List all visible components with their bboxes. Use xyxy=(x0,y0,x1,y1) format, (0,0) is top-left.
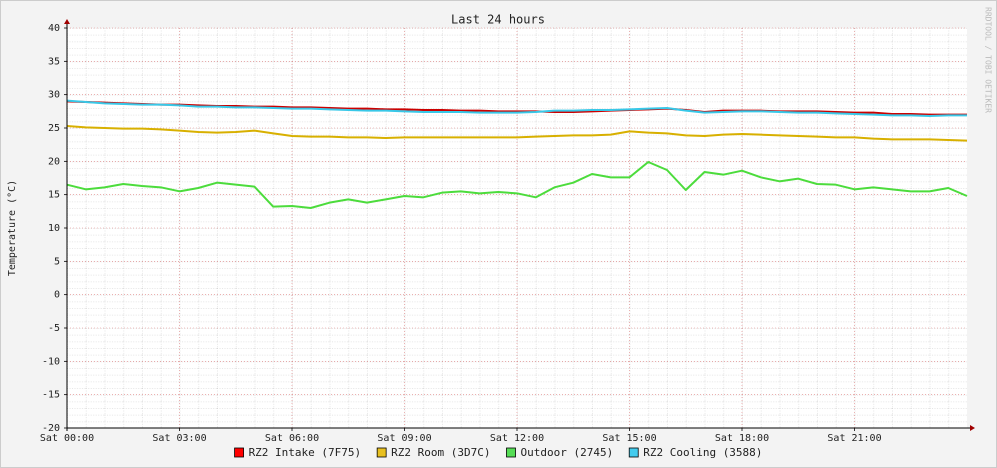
legend-swatch xyxy=(506,447,516,458)
legend-swatch xyxy=(628,447,639,458)
y-tick-label: 30 xyxy=(48,90,60,101)
x-tick-label: Sat 15:00 xyxy=(602,433,656,444)
y-tick-label: 25 xyxy=(48,123,60,134)
y-tick-label: 15 xyxy=(48,190,60,201)
y-tick-label: 20 xyxy=(48,156,60,167)
series-line xyxy=(66,99,967,117)
y-tick-label: 40 xyxy=(48,23,60,34)
y-tick-label: 5 xyxy=(54,256,60,267)
watermark: RRDTOOL / TOBI OETIKER xyxy=(984,7,993,113)
y-axis-arrow xyxy=(64,19,70,24)
x-tick-label: Sat 03:00 xyxy=(152,433,206,444)
legend-item: Outdoor (2745) xyxy=(506,446,614,459)
y-tick-label: 10 xyxy=(48,223,60,234)
x-axis-arrow xyxy=(970,425,975,431)
x-tick-label: Sat 00:00 xyxy=(40,433,94,444)
legend-label: RZ2 Room (3D7C) xyxy=(391,446,490,459)
legend-swatch xyxy=(376,447,387,458)
series-line xyxy=(66,125,968,142)
y-tick-label: -15 xyxy=(42,390,60,401)
legend-item: RZ2 Cooling (3588) xyxy=(628,446,762,459)
chart-title: Last 24 hours xyxy=(451,13,545,27)
legend-label: Outdoor (2745) xyxy=(521,446,614,459)
y-tick-label: -5 xyxy=(48,323,60,334)
x-tick-label: Sat 12:00 xyxy=(490,433,544,444)
legend-item: RZ2 Intake (7F75) xyxy=(234,446,362,459)
legend-label: RZ2 Cooling (3588) xyxy=(643,446,762,459)
x-tick-label: Sat 09:00 xyxy=(377,433,431,444)
y-axis-label: Temperature (°C) xyxy=(7,180,18,276)
x-tick-label: Sat 21:00 xyxy=(827,433,881,444)
legend-label: RZ2 Intake (7F75) xyxy=(249,446,362,459)
x-tick-label: Sat 06:00 xyxy=(265,433,319,444)
y-tick-label: -20 xyxy=(42,423,60,434)
y-tick-label: 0 xyxy=(54,290,60,301)
legend-item: RZ2 Room (3D7C) xyxy=(376,446,491,459)
x-tick-label: Sat 18:00 xyxy=(715,433,769,444)
y-tick-label: -10 xyxy=(42,356,60,367)
legend-swatch xyxy=(234,447,244,458)
series-line xyxy=(66,161,968,209)
y-tick-label: 35 xyxy=(48,56,60,67)
